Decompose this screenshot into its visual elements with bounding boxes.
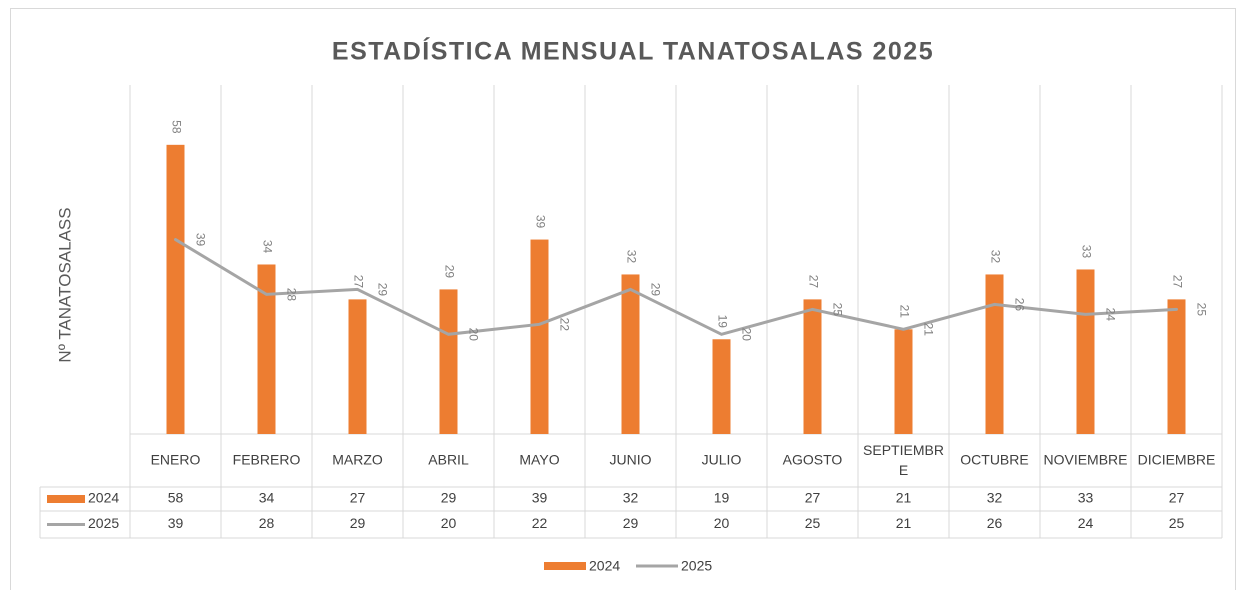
- line-value-label: 25: [1194, 303, 1208, 317]
- table-cell: 26: [987, 515, 1003, 531]
- table-cell: 27: [1169, 490, 1185, 506]
- table-cell: 29: [350, 515, 366, 531]
- bar-value-label: 27: [1170, 275, 1184, 289]
- table-cell: 20: [441, 515, 457, 531]
- line-value-label: 20: [466, 328, 480, 342]
- table-cell: 28: [259, 515, 275, 531]
- category-label: MARZO: [332, 452, 383, 468]
- line-value-label: 28: [284, 288, 298, 302]
- line-value-label: 24: [1103, 308, 1117, 322]
- line-value-label: 29: [375, 283, 389, 297]
- bar: [712, 339, 731, 434]
- table-cell: 20: [714, 515, 730, 531]
- table-cell: 22: [532, 515, 548, 531]
- line-value-label: 21: [921, 323, 935, 337]
- table-cell: 21: [896, 490, 912, 506]
- line-value-label: 26: [1012, 298, 1026, 312]
- legend-swatch: [47, 495, 85, 503]
- table-cell: 33: [1078, 490, 1094, 506]
- y-axis-label: Nº TANATOSALASS: [55, 207, 74, 362]
- table-cell: 27: [805, 490, 821, 506]
- bar-value-label: 32: [988, 250, 1002, 264]
- table-cell: 29: [623, 515, 639, 531]
- legend-swatch: [544, 562, 586, 570]
- bar: [257, 264, 276, 434]
- category-label: FEBRERO: [233, 452, 301, 468]
- bar: [1167, 299, 1186, 434]
- category-label: MAYO: [519, 452, 559, 468]
- table-cell: 32: [623, 490, 639, 506]
- category-label: DICIEMBRE: [1138, 452, 1216, 468]
- bar-value-label: 33: [1079, 245, 1093, 259]
- legend-label: 2025: [681, 558, 712, 574]
- bar-value-label: 19: [715, 315, 729, 329]
- table-cell: 21: [896, 515, 912, 531]
- category-label: ENERO: [151, 452, 201, 468]
- bar: [894, 329, 913, 434]
- category-label: AGOSTO: [783, 452, 843, 468]
- bar-value-label: 34: [260, 240, 274, 254]
- table-cell: 39: [168, 515, 184, 531]
- table-cell: 58: [168, 490, 184, 506]
- category-label: SEPTIEMBR E: [863, 442, 944, 478]
- bar: [1076, 269, 1095, 434]
- bar: [985, 274, 1004, 434]
- line-series: [174, 238, 1178, 336]
- category-label: ABRIL: [428, 452, 469, 468]
- category-label: JUNIO: [610, 452, 652, 468]
- line-value-label: 22: [557, 318, 571, 332]
- table-cell: 32: [987, 490, 1003, 506]
- table-cell: 27: [350, 490, 366, 506]
- bar: [439, 289, 458, 434]
- line-value-label: 25: [830, 303, 844, 317]
- table-cell: 39: [532, 490, 548, 506]
- table-cell: 25: [805, 515, 821, 531]
- table-cell: 34: [259, 490, 275, 506]
- category-label: OCTUBRE: [960, 452, 1028, 468]
- bar-value-label: 32: [624, 250, 638, 264]
- bar-value-label: 21: [897, 305, 911, 319]
- table-cell: 19: [714, 490, 730, 506]
- bar: [348, 299, 367, 434]
- legend-label: 2024: [589, 558, 620, 574]
- bar: [530, 239, 549, 434]
- line-value-label: 20: [739, 328, 753, 342]
- bar: [166, 144, 185, 435]
- category-label: JULIO: [702, 452, 742, 468]
- bar-value-label: 27: [351, 275, 365, 289]
- bar: [803, 299, 822, 434]
- table-series-name: 2024: [88, 490, 119, 506]
- table-cell: 24: [1078, 515, 1094, 531]
- bar-value-label: 29: [442, 265, 456, 279]
- table-cell: 29: [441, 490, 457, 506]
- bar-value-label: 39: [533, 215, 547, 229]
- bar: [621, 274, 640, 434]
- table-cell: 25: [1169, 515, 1185, 531]
- bar-value-label: 58: [169, 120, 183, 134]
- line-value-label: 29: [648, 283, 662, 297]
- line-value-label: 39: [193, 233, 207, 247]
- category-label: NOVIEMBRE: [1043, 452, 1127, 468]
- table-series-name: 2025: [88, 515, 119, 531]
- chart-title: ESTADÍSTICA MENSUAL TANATOSALAS 2025: [332, 37, 934, 66]
- bar-value-label: 27: [806, 275, 820, 289]
